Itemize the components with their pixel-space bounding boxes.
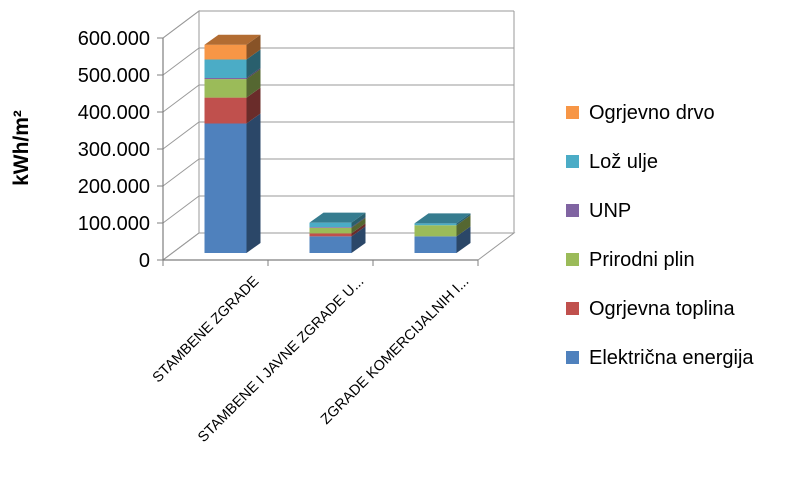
gridline	[162, 47, 514, 76]
gridline	[162, 10, 514, 39]
gridline	[162, 195, 514, 224]
bar-front	[309, 233, 352, 237]
bar-segment	[204, 113, 261, 253]
bar-side	[246, 34, 261, 60]
legend-label: UNP	[589, 200, 631, 222]
bar-segment	[204, 49, 261, 78]
bar-side	[246, 113, 261, 253]
bar-front	[204, 59, 247, 78]
bar-segment	[309, 217, 366, 234]
bar-front	[204, 97, 247, 124]
bars	[204, 34, 471, 253]
bar-top	[309, 212, 366, 223]
bar-side	[246, 67, 261, 80]
bar-front	[309, 227, 352, 234]
legend-item: Lož ulje	[566, 151, 658, 173]
legend-item: Ogrjevno drvo	[566, 102, 715, 124]
legend-item: UNP	[566, 200, 631, 222]
x-tick-label: STAMBENE I JAVNE ZGRADE U...	[195, 274, 367, 446]
bar-front	[309, 222, 352, 228]
bar-segment	[414, 226, 471, 253]
bar-side	[351, 217, 366, 234]
bar-side	[456, 213, 471, 226]
gridline	[162, 158, 514, 187]
bar-segment	[309, 217, 366, 228]
bar-segment	[309, 223, 366, 237]
bar-front	[204, 123, 247, 253]
bar-segment	[309, 212, 366, 228]
gridline	[162, 232, 514, 261]
y-tick-label: 400.000	[78, 102, 150, 124]
bar-segment	[204, 69, 261, 98]
y-tick-label: 0	[139, 250, 150, 272]
bar-side	[351, 212, 366, 228]
bar-top	[414, 213, 471, 224]
bar-segment	[414, 213, 471, 226]
legend-item: Električna energija	[566, 347, 754, 369]
gridline	[162, 121, 514, 150]
bar-side	[351, 226, 366, 253]
legend-item: Prirodni plin	[566, 249, 695, 271]
x-tick-label: STAMBENE ZGRADE	[150, 273, 263, 386]
legend-label: Ogrjevna toplina	[589, 298, 736, 320]
bar-top	[204, 34, 261, 45]
bar-segment	[204, 67, 261, 80]
legend-label: Električna energija	[589, 347, 754, 369]
y-tick-labels: 0 100.000 200.000 300.000 400.000 500.000 600.…	[78, 28, 150, 272]
gridline	[162, 84, 514, 113]
axes	[157, 37, 479, 266]
bar-side	[351, 223, 366, 237]
bar-front	[204, 44, 247, 60]
y-tick-label: 500.000	[78, 65, 150, 87]
bar-front	[204, 79, 247, 98]
bar-segment	[309, 226, 366, 253]
bar-front	[414, 236, 457, 253]
legend-item: Ogrjevna toplina	[566, 298, 736, 320]
y-tick-label: 200.000	[78, 176, 150, 198]
bar-front	[414, 225, 457, 237]
legend-swatch	[566, 253, 579, 266]
bar-front	[204, 77, 247, 80]
legend-swatch	[566, 351, 579, 364]
bar-side	[456, 226, 471, 253]
bar-side	[246, 49, 261, 78]
bar-segment	[204, 87, 261, 124]
bar-side	[246, 69, 261, 98]
gridlines	[162, 10, 515, 261]
bar-segment	[204, 34, 261, 60]
y-tick-label: 100.000	[78, 213, 150, 235]
y-axis-label: kWh/m²	[10, 110, 33, 186]
y-tick-label: 600.000	[78, 28, 150, 50]
legend-label: Ogrjevno drvo	[589, 102, 715, 124]
legend-swatch	[566, 302, 579, 315]
legend-swatch	[566, 204, 579, 217]
legend-swatch	[566, 106, 579, 119]
bar-segment	[414, 215, 471, 237]
bar-front	[309, 227, 352, 228]
legend: Ogrjevno drvo Lož ulje UNP Prirodni plin Ogr…	[566, 102, 754, 369]
bar-side	[351, 217, 366, 228]
legend-label: Prirodni plin	[589, 249, 695, 271]
bar-side	[246, 87, 261, 124]
bar-front	[309, 236, 352, 253]
y-tick-label: 300.000	[78, 139, 150, 161]
legend-swatch	[566, 155, 579, 168]
bar-side	[456, 215, 471, 237]
bar-front	[414, 223, 457, 226]
legend-label: Lož ulje	[589, 151, 658, 173]
